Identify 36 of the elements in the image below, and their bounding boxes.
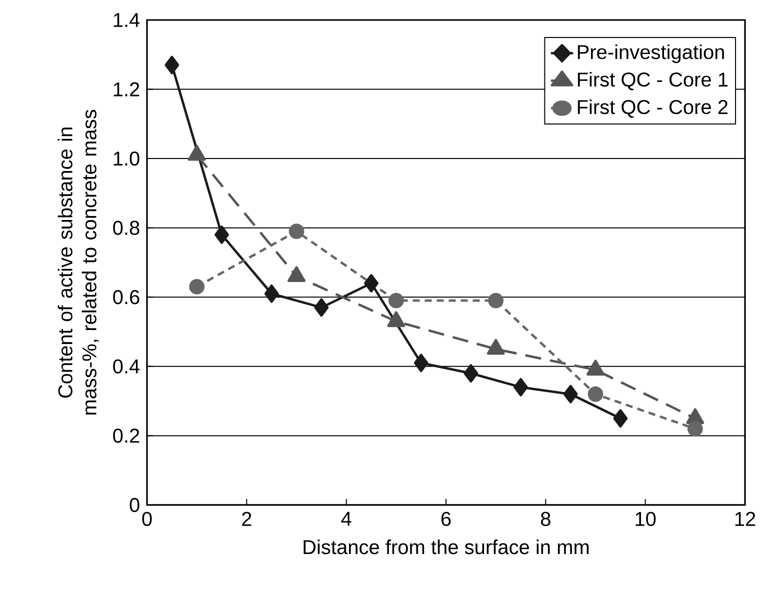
point — [613, 409, 628, 428]
y-tick-label: 0.4 — [113, 359, 140, 374]
point — [264, 284, 279, 303]
y-tick-label: 0.2 — [113, 428, 140, 443]
y-tick-label: 0.6 — [113, 290, 140, 304]
y-tick-label: 1.4 — [114, 13, 140, 27]
x-axis-title: Distance from the surface in mm — [304, 540, 589, 554]
legend-label: Pre-investigation — [578, 44, 724, 64]
point — [414, 354, 428, 372]
x-tick-label: 6 — [441, 512, 451, 526]
point — [388, 292, 404, 308]
point — [687, 421, 703, 436]
y-tick-label: 0.8 — [113, 220, 140, 235]
x-tick-label: 2 — [242, 512, 252, 526]
point — [588, 386, 604, 402]
point — [514, 378, 528, 396]
y-axis-title: Content of active substance in mass-%, related to concrete mass — [58, 110, 99, 415]
point — [563, 384, 578, 404]
legend-label: First QC - Core 2 — [578, 99, 728, 118]
point — [288, 224, 304, 240]
x-tick-label: 0 — [142, 512, 152, 526]
point — [464, 364, 478, 383]
legend-label: First QC - Core 1 — [578, 72, 728, 90]
point — [164, 56, 180, 74]
x-tick-label: 12 — [735, 512, 756, 526]
y-tick-label: 1.2 — [114, 82, 140, 96]
point — [364, 274, 378, 292]
x-tick-label: 4 — [341, 512, 352, 526]
x-tick-label: 10 — [636, 512, 656, 526]
y-tick-label: 0 — [130, 498, 140, 512]
point — [314, 298, 329, 317]
point — [214, 226, 229, 244]
point — [488, 292, 504, 308]
y-tick-label: 1.0 — [114, 151, 140, 166]
x-tick-label: 8 — [540, 512, 550, 526]
point — [189, 279, 205, 294]
